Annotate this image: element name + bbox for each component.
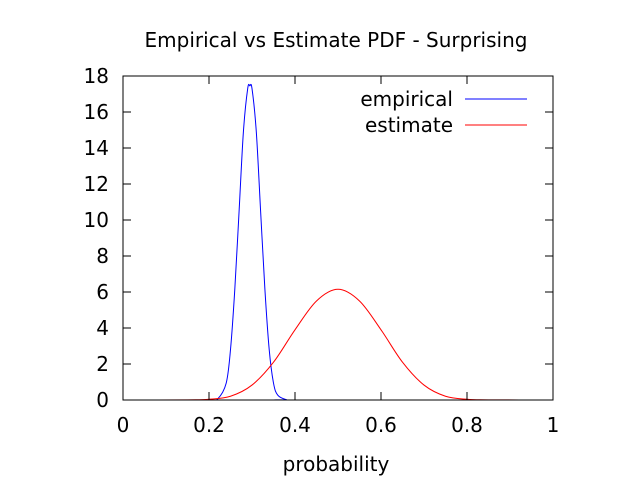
legend-label-estimate: estimate — [365, 113, 453, 137]
x-tick-label: 0.2 — [193, 413, 225, 437]
y-tick-label: 16 — [84, 100, 109, 124]
y-tick-label: 0 — [96, 388, 109, 412]
x-tick-label: 0.6 — [365, 413, 397, 437]
series-line-empirical — [123, 83, 553, 401]
y-tick-label: 6 — [96, 280, 109, 304]
y-tick-label: 2 — [96, 352, 109, 376]
x-tick-label: 0.4 — [279, 413, 311, 437]
y-tick-label: 14 — [84, 136, 109, 160]
chart-title: Empirical vs Estimate PDF - Surprising — [145, 28, 528, 52]
y-tick-label: 10 — [84, 208, 109, 232]
series-line-estimate — [122, 288, 554, 401]
legend-label-empirical: empirical — [360, 87, 453, 111]
plot-curves — [122, 83, 554, 401]
y-tick-label: 18 — [84, 64, 109, 88]
x-tick-label: 0 — [117, 413, 130, 437]
y-tick-label: 8 — [96, 244, 109, 268]
y-tick-label: 12 — [84, 172, 109, 196]
x-tick-label: 0.8 — [451, 413, 483, 437]
y-tick-label: 4 — [96, 316, 109, 340]
x-axis-label: probability — [283, 452, 390, 476]
x-tick-label: 1 — [547, 413, 560, 437]
plot-frame — [122, 75, 554, 401]
